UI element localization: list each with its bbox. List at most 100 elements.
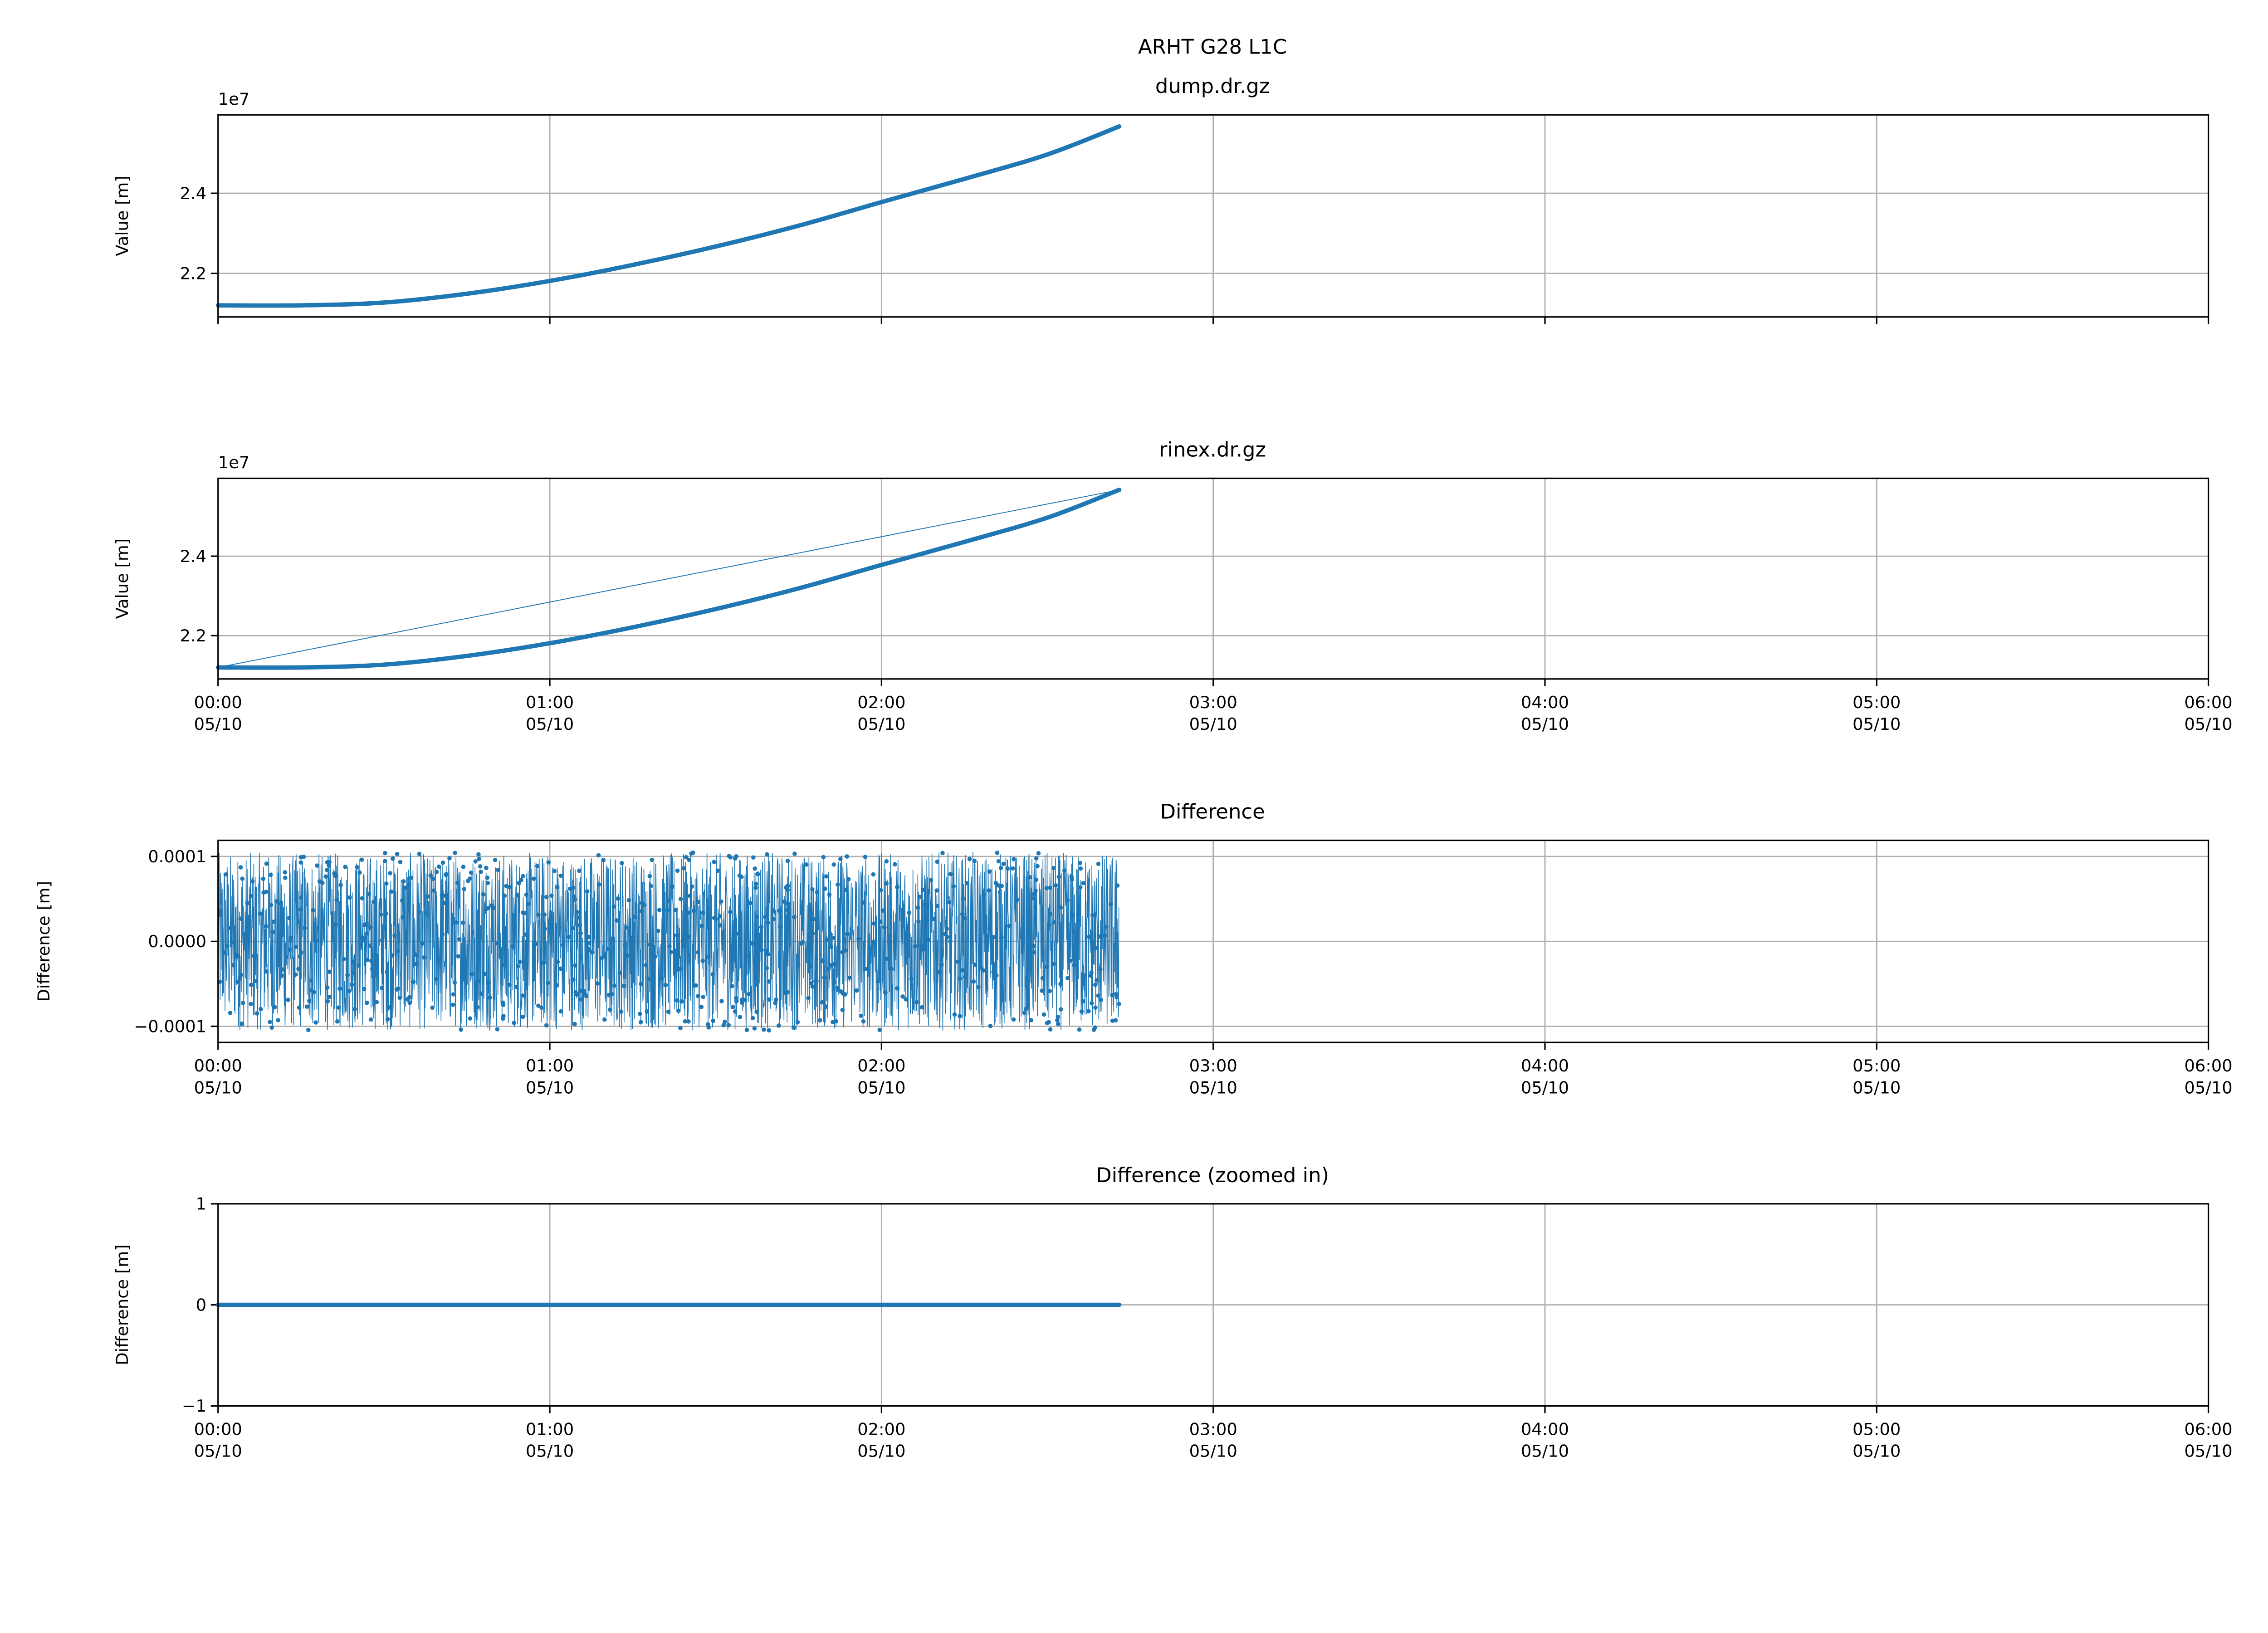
- data-point: [753, 885, 758, 890]
- data-point: [585, 941, 590, 945]
- data-point: [425, 894, 430, 899]
- data-point: [558, 966, 563, 971]
- y-axis-label: Difference [m]: [34, 881, 54, 1002]
- data-point: [638, 1020, 643, 1025]
- data-point: [587, 934, 591, 939]
- data-point: [1079, 1009, 1084, 1014]
- data-point: [1051, 865, 1056, 870]
- data-point: [270, 929, 275, 934]
- data-point: [333, 873, 338, 878]
- x-tick-date: 05/10: [194, 714, 242, 734]
- x-tick-time: 00:00: [194, 693, 242, 712]
- x-tick-time: 02:00: [857, 1419, 905, 1439]
- y-tick-label: 0: [196, 1295, 206, 1315]
- data-point: [403, 885, 408, 890]
- data-point: [485, 880, 490, 885]
- data-point: [486, 980, 491, 985]
- data-point: [645, 1009, 650, 1014]
- data-point: [689, 884, 694, 889]
- data-point: [378, 912, 383, 917]
- data-point: [929, 878, 934, 883]
- data-point: [365, 957, 370, 962]
- data-point: [726, 1022, 731, 1027]
- data-point: [675, 933, 679, 938]
- x-tick-time: 01:00: [526, 1419, 574, 1439]
- data-point: [278, 901, 283, 906]
- data-point: [414, 953, 419, 958]
- data-point: [1078, 866, 1083, 871]
- data-point: [778, 924, 783, 929]
- data-point: [536, 1003, 541, 1008]
- data-point: [845, 854, 849, 859]
- data-point: [481, 892, 486, 897]
- data-point: [998, 865, 1003, 870]
- y-axis-label: Difference [m]: [112, 1244, 132, 1365]
- data-point: [225, 944, 230, 948]
- data-point: [359, 857, 364, 862]
- data-point: [489, 903, 494, 908]
- data-point: [764, 949, 769, 953]
- data-point: [810, 931, 815, 936]
- y-tick-label: 2.4: [180, 184, 207, 203]
- data-point: [1082, 973, 1086, 978]
- data-point: [287, 915, 292, 920]
- data-point: [877, 1027, 882, 1032]
- data-point: [561, 943, 565, 948]
- data-point: [1031, 950, 1036, 955]
- data-point: [504, 884, 509, 889]
- data-point: [755, 871, 760, 876]
- data-point: [240, 1001, 245, 1005]
- data-point: [762, 1027, 766, 1032]
- data-point: [785, 907, 790, 912]
- data-point: [333, 922, 338, 927]
- data-point: [477, 856, 482, 861]
- data-point: [268, 872, 273, 877]
- data-point: [696, 994, 700, 998]
- data-point: [955, 959, 960, 964]
- data-point: [623, 943, 627, 948]
- data-point: [430, 1005, 435, 1010]
- data-point: [223, 872, 228, 877]
- data-point: [1011, 1017, 1016, 1022]
- data-point: [336, 1005, 341, 1010]
- data-point: [960, 912, 965, 916]
- data-point: [533, 942, 538, 946]
- data-point: [814, 979, 819, 983]
- data-point: [249, 894, 254, 899]
- data-point: [1099, 997, 1104, 1002]
- data-point: [523, 911, 527, 915]
- data-point: [666, 1009, 671, 1014]
- data-point: [999, 884, 1004, 888]
- data-point: [1088, 973, 1093, 978]
- data-point: [520, 874, 525, 879]
- data-point: [1027, 875, 1032, 880]
- data-point: [751, 855, 756, 860]
- data-point: [524, 892, 529, 897]
- data-point: [686, 910, 691, 915]
- data-point: [495, 868, 500, 872]
- data-point: [355, 865, 360, 870]
- data-point: [836, 882, 840, 887]
- data-point: [991, 935, 996, 939]
- data-point: [1081, 999, 1085, 1004]
- x-tick-time: 04:00: [1521, 1419, 1569, 1439]
- data-point: [644, 963, 649, 968]
- data-point: [744, 1027, 749, 1032]
- data-point: [747, 992, 751, 997]
- data-point: [590, 950, 595, 955]
- connector-line: [218, 489, 1119, 668]
- data-point: [686, 934, 691, 939]
- data-point: [394, 987, 399, 992]
- data-point: [384, 911, 388, 916]
- data-point: [809, 963, 813, 968]
- data-point: [385, 969, 389, 974]
- x-tick-time: 01:00: [526, 693, 574, 712]
- data-point: [1114, 992, 1119, 997]
- data-point: [700, 958, 705, 963]
- data-point: [523, 959, 528, 964]
- data-point: [276, 1018, 280, 1022]
- data-point: [501, 1016, 505, 1021]
- data-point: [771, 908, 776, 913]
- data-point: [773, 997, 778, 1002]
- data-point: [616, 896, 620, 901]
